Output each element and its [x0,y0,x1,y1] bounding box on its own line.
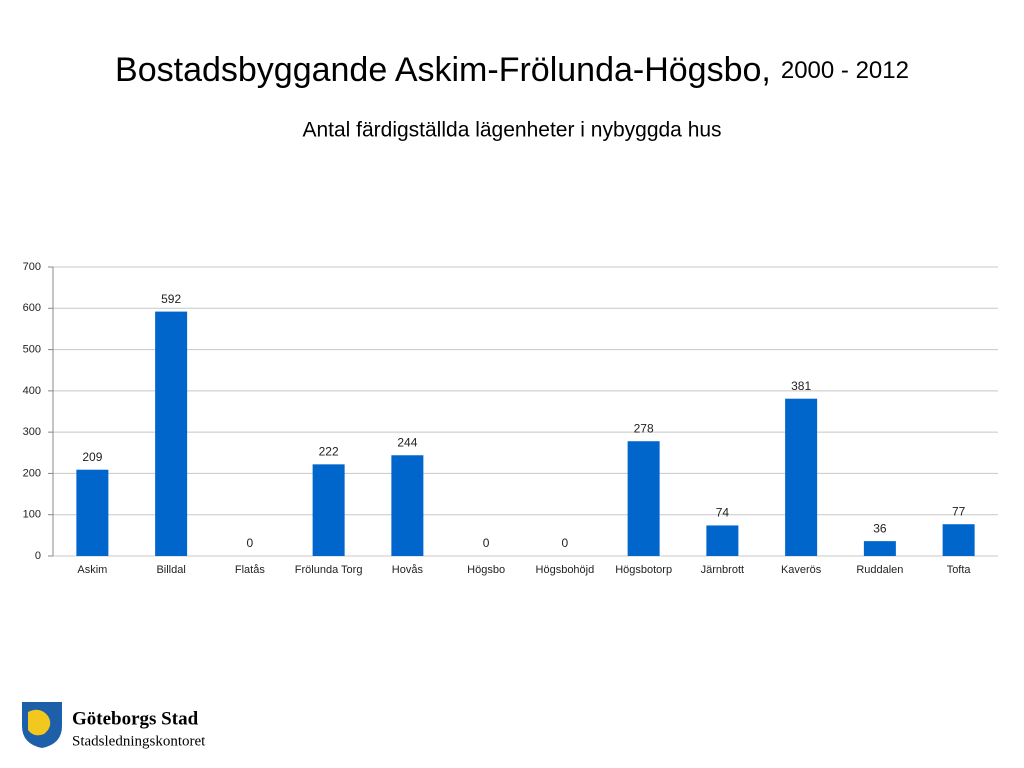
bar [76,469,109,556]
bar [863,541,896,556]
x-tick-label: Billdal [156,564,185,576]
value-label: 0 [562,536,569,550]
value-label: 592 [161,292,181,306]
value-label: 222 [319,445,339,459]
value-label: 36 [873,521,887,535]
value-label: 209 [82,450,102,464]
value-label: 381 [791,379,811,393]
logo: Göteborgs Stad Stadsledningskontoret [22,702,206,749]
chart-subtitle: Antal färdigställda lägenheter i nybyggd… [302,119,721,142]
chart-title: Bostadsbyggande Askim-Frölunda-Högsbo, [115,51,771,89]
x-tick-label: Högsbo [467,564,505,576]
y-tick-label: 400 [23,385,41,397]
x-tick-label: Järnbrott [701,564,744,576]
bar [155,311,188,556]
x-tick-label: Ruddalen [856,564,903,576]
logo-department: Stadsledningskontoret [72,733,206,749]
value-label: 74 [716,506,730,520]
x-tick-label: Frölunda Torg [295,564,363,576]
y-tick-label: 0 [35,550,41,562]
value-label: 244 [397,435,417,449]
chart-title-line: Bostadsbyggande Askim-Frölunda-Högsbo, 20… [115,51,909,89]
bar [312,464,345,556]
value-label: 0 [247,536,254,550]
chart-title-period: 2000 - 2012 [781,57,909,84]
logo-lion [28,709,51,736]
value-label: 0 [483,536,490,550]
y-tick-label: 700 [23,261,41,273]
x-tick-label: Högsbohöjd [536,564,595,576]
bar [627,441,660,556]
x-tick-label: Hovås [392,564,424,576]
y-tick-label: 100 [23,509,41,521]
bar [391,455,424,556]
y-tick-label: 300 [23,426,41,438]
x-tick-label: Tofta [947,564,972,576]
y-tick-label: 600 [23,302,41,314]
x-tick-label: Askim [77,564,107,576]
value-label: 77 [952,504,966,518]
x-tick-label: Kaverös [781,564,822,576]
bar [785,398,818,556]
bar [942,524,975,556]
y-tick-label: 500 [23,343,41,355]
y-tick-label: 200 [23,467,41,479]
bar [706,525,739,556]
x-tick-label: Flatås [235,564,265,576]
x-tick-label: Högsbotorp [615,564,672,576]
logo-name: Göteborgs Stad [72,708,199,729]
value-label: 278 [634,421,654,435]
